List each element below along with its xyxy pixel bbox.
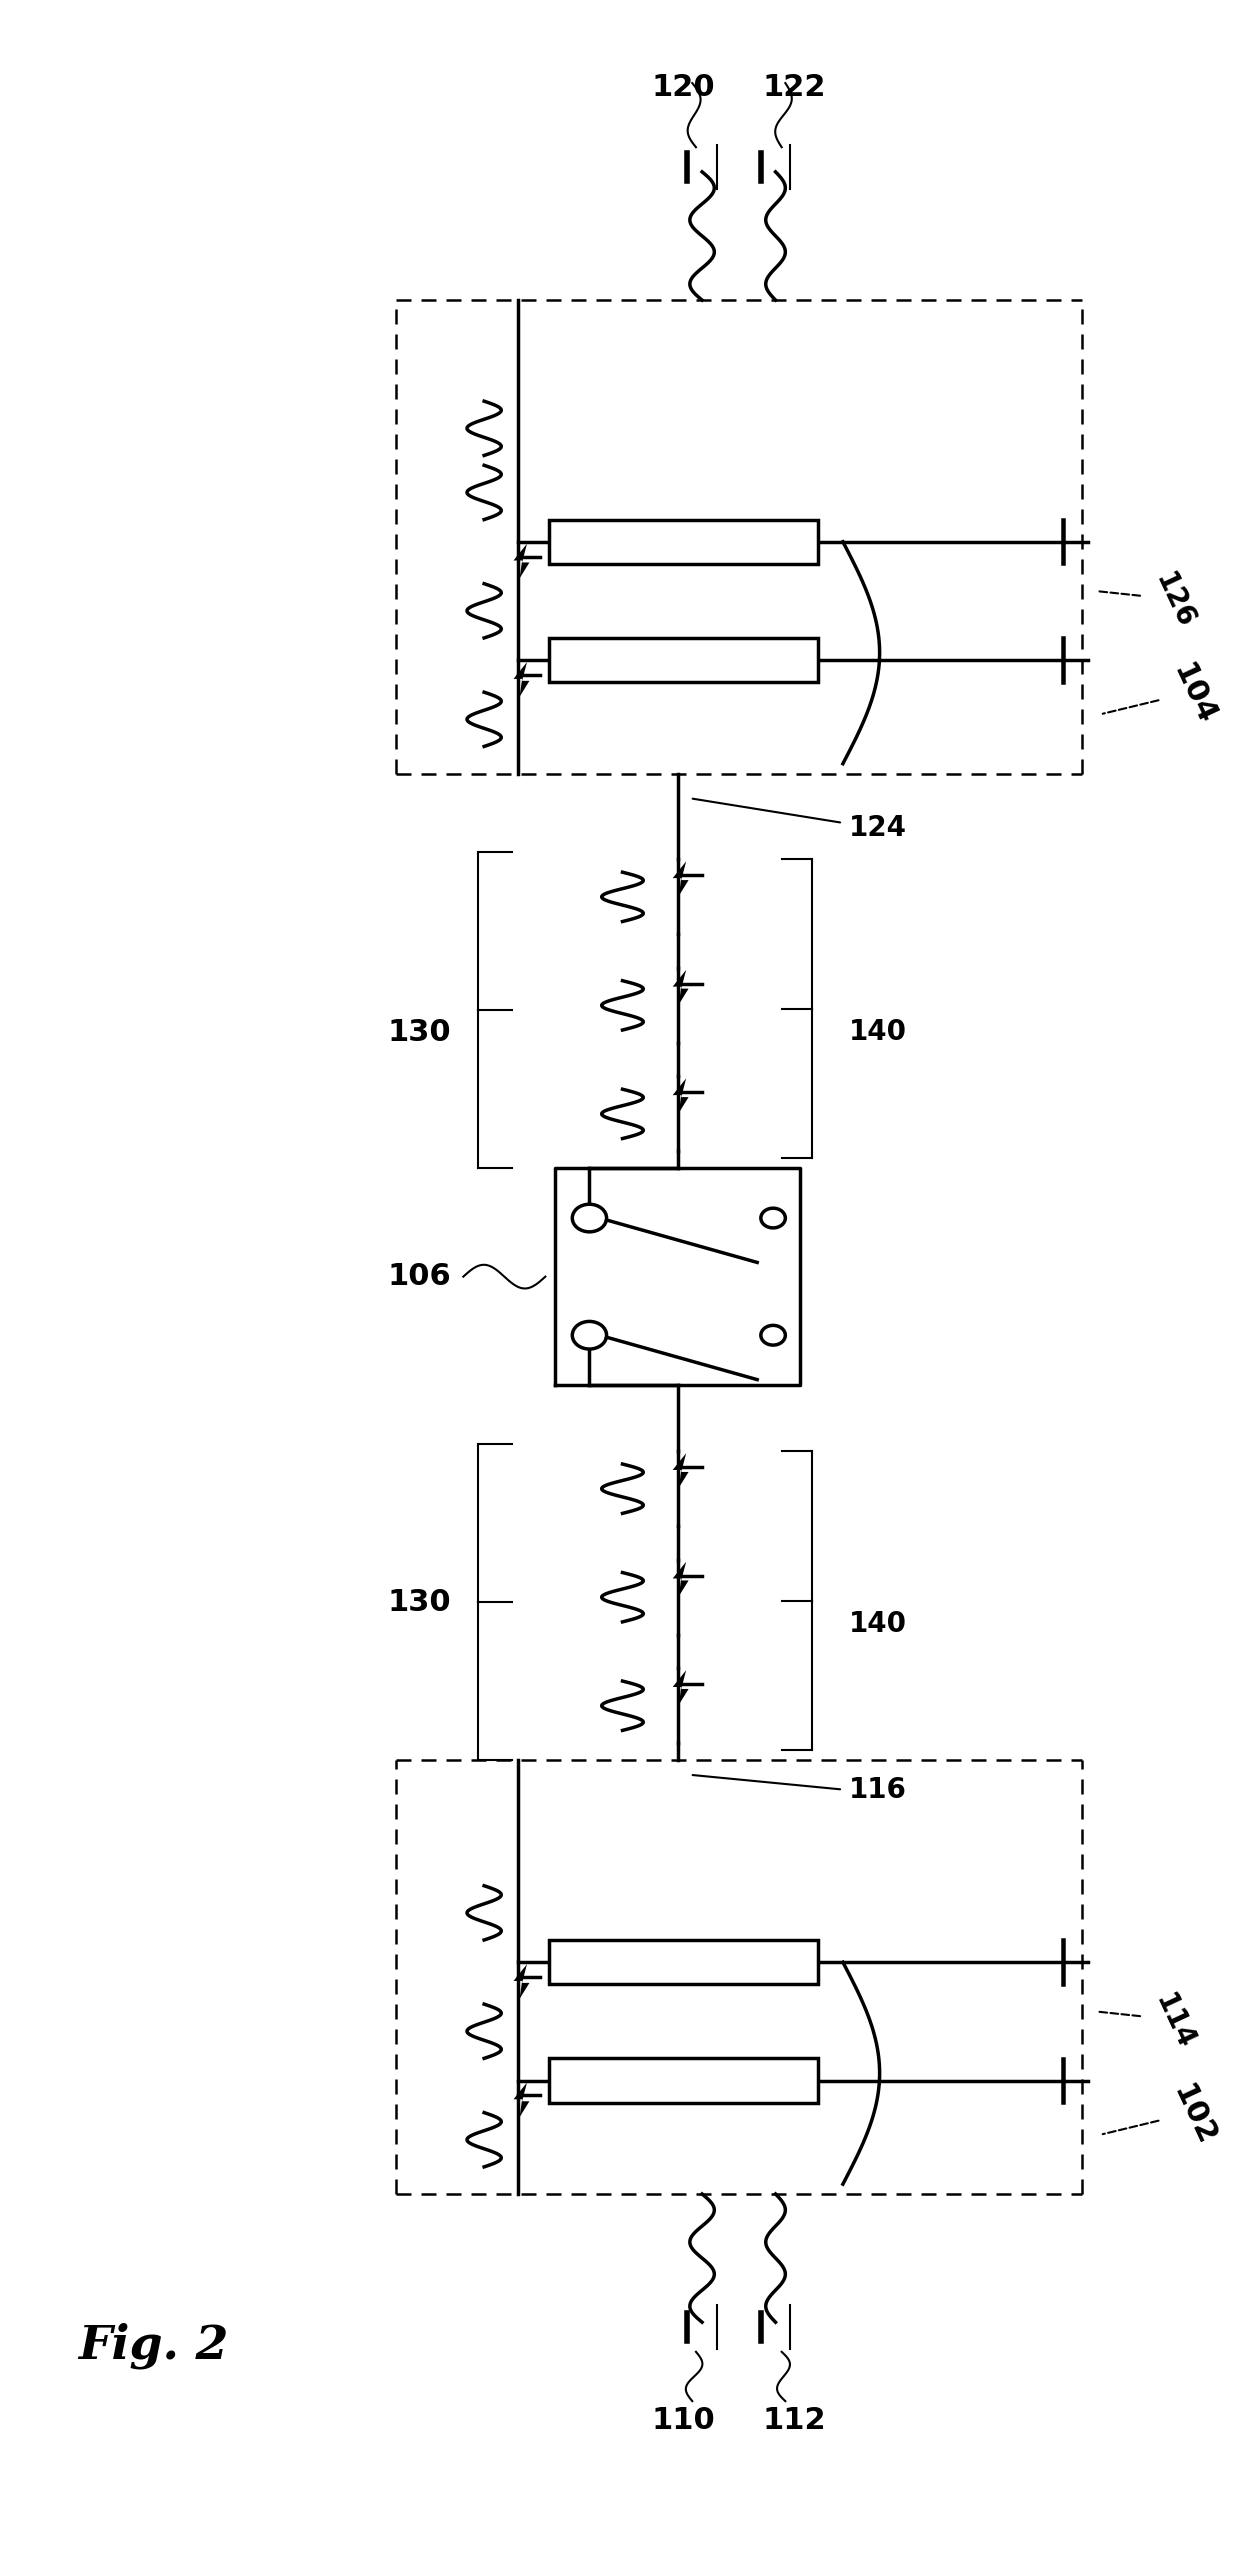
Text: 120: 120	[652, 72, 716, 103]
Text: 126: 126	[1149, 569, 1198, 633]
Text: 106: 106	[387, 1263, 451, 1292]
Polygon shape	[514, 543, 530, 579]
Polygon shape	[514, 2082, 530, 2118]
Circle shape	[761, 1325, 785, 1346]
Text: 122: 122	[763, 72, 826, 103]
Bar	[548, 638, 818, 682]
Text: Fig. 2: Fig. 2	[78, 2323, 228, 2370]
Text: 104: 104	[1167, 659, 1221, 731]
Text: 140: 140	[849, 1019, 907, 1047]
Polygon shape	[514, 1963, 530, 1999]
Circle shape	[572, 1204, 607, 1232]
Bar	[548, 520, 818, 563]
Text: 130: 130	[387, 1019, 451, 1047]
Text: 110: 110	[652, 2406, 716, 2434]
Polygon shape	[672, 1078, 688, 1114]
Bar	[548, 2058, 818, 2102]
Text: 114: 114	[1149, 1989, 1198, 2053]
Circle shape	[761, 1209, 785, 1227]
Text: 140: 140	[849, 1611, 907, 1639]
Polygon shape	[672, 1562, 688, 1595]
Polygon shape	[514, 661, 530, 697]
Text: 130: 130	[387, 1588, 451, 1616]
Text: 102: 102	[1167, 2079, 1221, 2151]
Polygon shape	[672, 1670, 688, 1706]
Circle shape	[572, 1323, 607, 1348]
Text: 124: 124	[849, 813, 907, 841]
Polygon shape	[672, 862, 688, 895]
Text: 112: 112	[763, 2406, 826, 2434]
Text: 116: 116	[849, 1775, 907, 1804]
Bar	[548, 1940, 818, 1984]
Polygon shape	[672, 1454, 688, 1487]
Polygon shape	[672, 970, 688, 1003]
